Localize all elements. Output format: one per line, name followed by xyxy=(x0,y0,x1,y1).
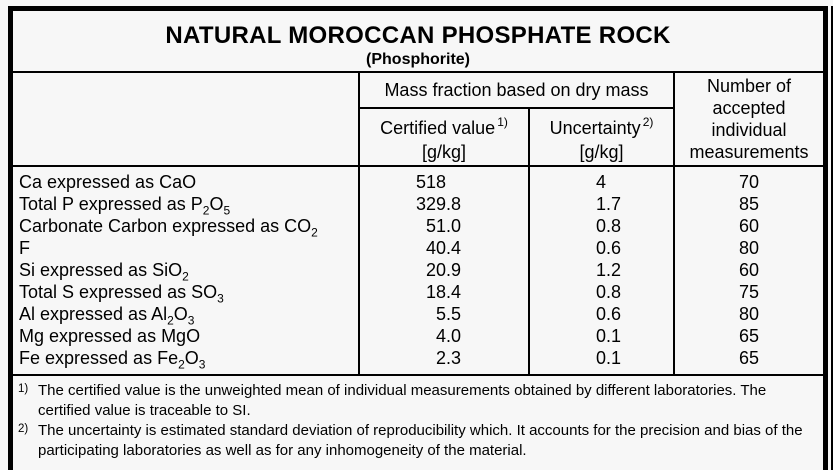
uncertainty-header-cell: Uncertainty 2) [g/kg] xyxy=(529,108,675,167)
footnote-cell: 1) The certified value is the unweighted… xyxy=(13,374,824,470)
table-body: Ca expressed as CaO 518 4 70 Total P express… xyxy=(13,166,823,375)
certified-value-cell: 20.9 xyxy=(359,259,530,281)
certified-value-cell: 329.8 xyxy=(359,193,530,215)
certified-value-cell: 18.4 xyxy=(359,281,530,303)
uncertainty-cell: 0.6 xyxy=(529,303,675,325)
uncertainty-cell: 1.2 xyxy=(529,259,675,281)
uncertainty-cell: 0.1 xyxy=(529,325,675,347)
page-title: NATURAL MOROCCAN PHOSPHATE ROCK xyxy=(165,21,671,49)
footnote-row: 1) The certified value is the unweighted… xyxy=(13,374,824,470)
footnote-ref-2: 2) xyxy=(642,114,654,129)
uncertainty-cell: 1.7 xyxy=(529,193,675,215)
measurements-cell: 65 xyxy=(739,348,760,368)
header-sub-row: Certified value 1) [g/kg] Uncertainty 2) [… xyxy=(13,108,823,167)
footnote-2: 2) The uncertainty is estimated standard… xyxy=(16,421,813,461)
measurements-cell: 85 xyxy=(739,194,760,214)
page-subtitle: (Phosphorite) xyxy=(366,50,471,68)
analyte-cell: Si expressed as SiO2 xyxy=(13,259,360,283)
certificate-frame: NATURAL MOROCCAN PHOSPHATE ROCK (Phospho… xyxy=(8,6,829,470)
table-row: Total P expressed as P2O5 329.8 1.7 85 xyxy=(13,193,823,217)
uncertainty-cell: 0.8 xyxy=(529,215,675,237)
footnote-1-marker: 1) xyxy=(18,383,29,395)
analyte-cell: Al expressed as Al2O3 xyxy=(13,303,360,327)
uncertainty-cell: 0.8 xyxy=(529,281,675,303)
uncertainty-cell: 0.6 xyxy=(529,237,675,259)
table-row: Mg expressed as MgO 4.0 0.1 65 xyxy=(13,325,823,347)
analyte-cell: Total P expressed as P2O5 xyxy=(13,193,360,217)
table-row: Si expressed as SiO2 20.9 1.2 60 xyxy=(13,259,823,283)
measurements-header-cell: Number of accepted individual measuremen… xyxy=(674,72,824,167)
measurements-cell: 60 xyxy=(739,260,760,280)
measurements-cell: 60 xyxy=(739,216,760,236)
certified-header-cell: Certified value 1) [g/kg] xyxy=(359,108,530,167)
uncertainty-header-unit: [g/kg] xyxy=(579,141,624,162)
table-row: Al expressed as Al2O3 5.5 0.6 80 xyxy=(13,303,823,327)
blank-header-cell xyxy=(13,72,360,167)
footnote-ref-1: 1) xyxy=(497,114,508,129)
uncertainty-header-label: Uncertainty 2) xyxy=(549,114,654,138)
certificate-table: NATURAL MOROCCAN PHOSPHATE ROCK (Phospho… xyxy=(13,11,824,470)
measurements-cell: 80 xyxy=(739,238,760,258)
analyte-cell: Ca expressed as CaO xyxy=(13,166,360,193)
table-row: Ca expressed as CaO 518 4 70 xyxy=(13,166,823,193)
certified-value-cell: 40.4 xyxy=(359,237,530,259)
footnote-2-marker: 2) xyxy=(18,423,29,435)
header-group-row: Mass fraction based on dry mass Number o… xyxy=(13,72,824,167)
certificate-frame-shadow: NATURAL MOROCCAN PHOSPHATE ROCK (Phospho… xyxy=(8,6,833,470)
measurements-cell: 80 xyxy=(739,304,760,324)
certified-value-cell: 4.0 xyxy=(359,325,530,347)
certified-header-unit: [g/kg] xyxy=(421,141,467,162)
certified-header-label: Certified value 1) xyxy=(380,114,508,138)
footnote-1: 1) The certified value is the unweighted… xyxy=(16,381,813,421)
group-header-cell: Mass fraction based on dry mass xyxy=(359,72,675,110)
table-row: F 40.4 0.6 80 xyxy=(13,237,823,259)
uncertainty-cell: 4 xyxy=(529,166,675,193)
analyte-cell: Mg expressed as MgO xyxy=(13,325,360,347)
title-row: NATURAL MOROCCAN PHOSPHATE ROCK (Phospho… xyxy=(13,11,824,73)
footnote-2-text: The uncertainty is estimated standard de… xyxy=(38,422,803,459)
table-row: Carbonate Carbon expressed as CO2 51.0 0.8… xyxy=(13,215,823,239)
certified-value-cell: 51.0 xyxy=(359,215,530,237)
measurements-cell: 70 xyxy=(739,172,760,192)
measurements-cell: 75 xyxy=(739,282,760,302)
uncertainty-cell: 0.1 xyxy=(529,347,675,375)
table-row: Fe expressed as Fe2O3 2.3 0.1 65 xyxy=(13,347,823,375)
analyte-cell: Total S expressed as SO3 xyxy=(13,281,360,305)
analyte-cell: Carbonate Carbon expressed as CO2 xyxy=(13,215,360,239)
footnote-1-text: The certified value is the unweighted me… xyxy=(38,382,767,419)
measurements-cell: 65 xyxy=(739,326,760,346)
analyte-cell: Fe expressed as Fe2O3 xyxy=(13,347,360,375)
analyte-cell: F xyxy=(13,237,360,259)
title-cell: NATURAL MOROCCAN PHOSPHATE ROCK (Phospho… xyxy=(13,11,824,73)
certified-value-cell: 5.5 xyxy=(359,303,530,325)
table-row: Total S expressed as SO3 18.4 0.8 75 xyxy=(13,281,823,305)
certified-value-cell: 2.3 xyxy=(359,347,530,375)
certified-value-cell: 518 xyxy=(359,166,530,193)
